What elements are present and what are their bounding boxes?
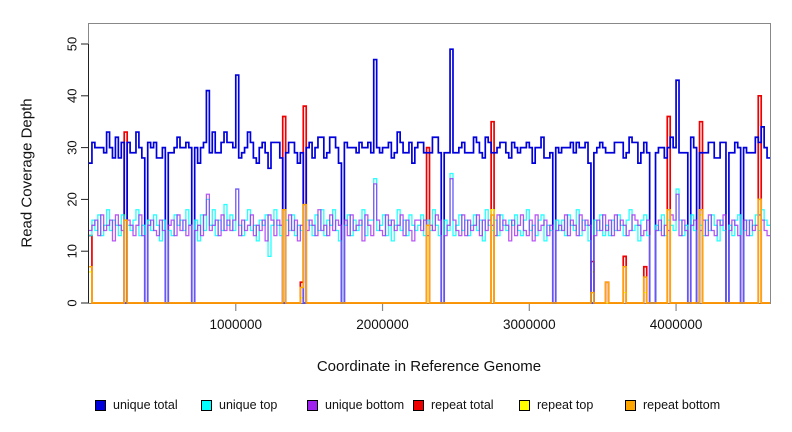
legend-item-unique-bottom: unique bottom bbox=[307, 398, 404, 412]
legend-label-repeat-bottom: repeat bottom bbox=[643, 398, 721, 412]
svg-text:0: 0 bbox=[65, 299, 80, 306]
svg-text:1000000: 1000000 bbox=[209, 317, 262, 332]
legend-item-repeat-top: repeat top bbox=[519, 398, 593, 412]
legend-swatch-repeat-top-icon bbox=[519, 399, 530, 411]
legend-swatch-unique-top-icon bbox=[201, 399, 212, 411]
legend-label-repeat-top: repeat top bbox=[537, 398, 594, 412]
svg-text:3000000: 3000000 bbox=[503, 317, 556, 332]
legend-label-repeat-total: repeat total bbox=[431, 398, 494, 412]
legend-item-unique-total: unique total bbox=[95, 398, 178, 412]
y-axis-title: Read Coverage Depth bbox=[18, 98, 36, 248]
legend-item-unique-top: unique top bbox=[201, 398, 277, 412]
svg-text:50: 50 bbox=[65, 37, 80, 51]
legend-label-unique-bottom: unique bottom bbox=[325, 398, 405, 412]
legend-swatch-repeat-bottom-icon bbox=[625, 399, 636, 411]
legend-label-unique-top: unique top bbox=[219, 398, 278, 412]
legend-label-unique-total: unique total bbox=[113, 398, 178, 412]
legend: unique total unique top unique bottom re… bbox=[0, 398, 792, 416]
svg-text:30: 30 bbox=[65, 140, 80, 154]
svg-text:10: 10 bbox=[65, 244, 80, 258]
svg-text:40: 40 bbox=[65, 89, 80, 103]
legend-swatch-unique-total-icon bbox=[95, 399, 106, 411]
legend-item-repeat-total: repeat total bbox=[413, 398, 494, 412]
legend-swatch-repeat-total-icon bbox=[413, 399, 424, 411]
legend-item-repeat-bottom: repeat bottom bbox=[625, 398, 720, 412]
svg-text:2000000: 2000000 bbox=[356, 317, 409, 332]
legend-swatch-unique-bottom-icon bbox=[307, 399, 318, 411]
svg-text:4000000: 4000000 bbox=[650, 317, 703, 332]
x-axis-title: Coordinate in Reference Genome bbox=[316, 358, 542, 375]
svg-text:20: 20 bbox=[65, 192, 80, 206]
